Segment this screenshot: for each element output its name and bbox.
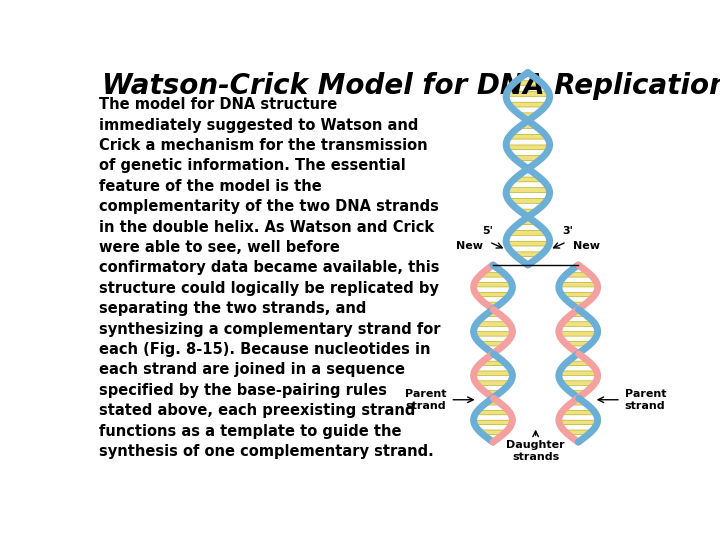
FancyBboxPatch shape xyxy=(509,231,547,235)
FancyBboxPatch shape xyxy=(571,312,585,316)
FancyBboxPatch shape xyxy=(492,263,493,267)
Text: 3': 3' xyxy=(563,226,574,236)
FancyBboxPatch shape xyxy=(506,91,549,96)
FancyBboxPatch shape xyxy=(480,361,506,366)
FancyBboxPatch shape xyxy=(561,322,595,326)
FancyBboxPatch shape xyxy=(578,263,579,267)
FancyBboxPatch shape xyxy=(509,134,547,139)
Text: synthesis of one complementary strand.: synthesis of one complementary strand. xyxy=(99,444,434,459)
FancyBboxPatch shape xyxy=(480,341,506,346)
FancyBboxPatch shape xyxy=(486,302,500,307)
FancyBboxPatch shape xyxy=(474,332,513,336)
Text: synthesizing a complementary strand for: synthesizing a complementary strand for xyxy=(99,322,441,336)
Text: separating the two strands, and: separating the two strands, and xyxy=(99,301,366,316)
FancyBboxPatch shape xyxy=(506,188,549,193)
FancyBboxPatch shape xyxy=(561,292,595,297)
FancyBboxPatch shape xyxy=(520,113,536,118)
Text: stated above, each preexisting strand: stated above, each preexisting strand xyxy=(99,403,415,418)
FancyBboxPatch shape xyxy=(578,440,579,444)
FancyBboxPatch shape xyxy=(561,381,595,386)
Text: structure could logically be replicated by: structure could logically be replicated … xyxy=(99,281,439,296)
FancyBboxPatch shape xyxy=(513,177,542,182)
Text: specified by the base-pairing rules: specified by the base-pairing rules xyxy=(99,383,387,398)
FancyBboxPatch shape xyxy=(476,410,510,415)
FancyBboxPatch shape xyxy=(520,209,536,214)
FancyBboxPatch shape xyxy=(474,420,513,424)
FancyBboxPatch shape xyxy=(506,145,549,150)
FancyBboxPatch shape xyxy=(486,312,500,316)
FancyBboxPatch shape xyxy=(559,282,598,287)
FancyBboxPatch shape xyxy=(476,381,510,386)
FancyBboxPatch shape xyxy=(480,430,506,435)
Text: feature of the model is the: feature of the model is the xyxy=(99,179,322,194)
FancyBboxPatch shape xyxy=(520,124,536,129)
FancyBboxPatch shape xyxy=(486,401,500,405)
FancyBboxPatch shape xyxy=(474,282,513,287)
FancyBboxPatch shape xyxy=(513,252,542,256)
Text: complementarity of the two DNA strands: complementarity of the two DNA strands xyxy=(99,199,439,214)
FancyBboxPatch shape xyxy=(513,81,542,86)
Text: New: New xyxy=(573,241,600,251)
FancyBboxPatch shape xyxy=(559,420,598,424)
FancyBboxPatch shape xyxy=(474,371,513,375)
FancyBboxPatch shape xyxy=(476,292,510,297)
FancyBboxPatch shape xyxy=(561,410,595,415)
Text: functions as a template to guide the: functions as a template to guide the xyxy=(99,423,402,438)
Text: Daughter
strands: Daughter strands xyxy=(506,440,565,462)
FancyBboxPatch shape xyxy=(480,273,506,277)
FancyBboxPatch shape xyxy=(492,440,493,444)
FancyBboxPatch shape xyxy=(559,371,598,375)
Text: Parent
strand: Parent strand xyxy=(405,389,446,411)
Text: 5': 5' xyxy=(482,226,493,236)
FancyBboxPatch shape xyxy=(571,401,585,405)
FancyBboxPatch shape xyxy=(492,352,493,356)
FancyBboxPatch shape xyxy=(513,156,542,160)
FancyBboxPatch shape xyxy=(565,273,591,277)
FancyBboxPatch shape xyxy=(565,341,591,346)
Text: each (Fig. 8-15). Because nucleotides in: each (Fig. 8-15). Because nucleotides in xyxy=(99,342,431,357)
FancyBboxPatch shape xyxy=(565,361,591,366)
Text: each strand are joined in a sequence: each strand are joined in a sequence xyxy=(99,362,405,377)
FancyBboxPatch shape xyxy=(571,302,585,307)
FancyBboxPatch shape xyxy=(578,352,579,356)
Text: of genetic information. The essential: of genetic information. The essential xyxy=(99,158,406,173)
Text: confirmatory data became available, this: confirmatory data became available, this xyxy=(99,260,440,275)
Text: were able to see, well before: were able to see, well before xyxy=(99,240,340,255)
FancyBboxPatch shape xyxy=(506,241,549,246)
Text: immediately suggested to Watson and: immediately suggested to Watson and xyxy=(99,118,418,132)
Text: New: New xyxy=(456,241,483,251)
FancyBboxPatch shape xyxy=(476,322,510,326)
FancyBboxPatch shape xyxy=(486,390,500,395)
FancyBboxPatch shape xyxy=(571,390,585,395)
FancyBboxPatch shape xyxy=(565,430,591,435)
FancyBboxPatch shape xyxy=(559,332,598,336)
FancyBboxPatch shape xyxy=(520,220,536,225)
Text: in the double helix. As Watson and Crick: in the double helix. As Watson and Crick xyxy=(99,220,434,234)
Text: Watson-Crick Model for DNA Replication: Watson-Crick Model for DNA Replication xyxy=(102,72,720,100)
Text: Parent
strand: Parent strand xyxy=(625,389,666,411)
Text: Crick a mechanism for the transmission: Crick a mechanism for the transmission xyxy=(99,138,428,153)
FancyBboxPatch shape xyxy=(509,102,547,107)
Text: The model for DNA structure: The model for DNA structure xyxy=(99,97,338,112)
FancyBboxPatch shape xyxy=(509,198,547,203)
